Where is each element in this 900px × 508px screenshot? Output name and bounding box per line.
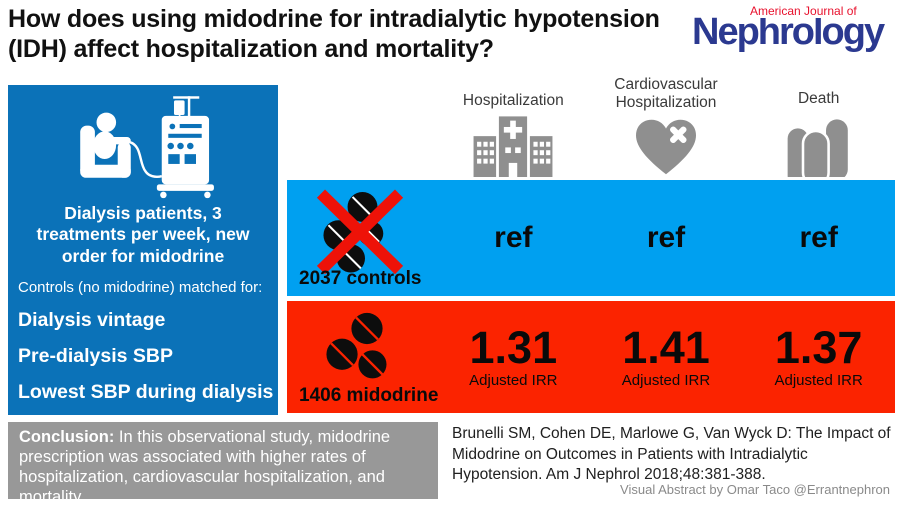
irr-caption: Adjusted IRR bbox=[621, 372, 711, 389]
nephrology-wordmark: Nephrology bbox=[692, 11, 885, 53]
credit: Visual Abstract by Omar Taco @Errantneph… bbox=[620, 482, 890, 497]
matching-factor-predialysis-sbp: Pre-dialysis SBP bbox=[18, 345, 173, 368]
irr-cell-death: 1.37 Adjusted IRR bbox=[742, 325, 895, 389]
heart-cross-icon bbox=[635, 119, 696, 175]
page-title: How does using midodrine for intradialyt… bbox=[8, 5, 660, 63]
outcome-header-row: Hospitalization Cardiovascular Hospitali… bbox=[287, 60, 895, 179]
irr-cell-hospitalization: 1.31 Adjusted IRR bbox=[437, 325, 590, 389]
matching-factor-lowest-sbp: Lowest SBP during dialysis bbox=[18, 381, 274, 404]
citation: Brunelli SM, Cohen DE, Marlowe G, Van Wy… bbox=[452, 425, 891, 484]
controls-count-label: 2037 controls bbox=[299, 268, 422, 289]
outcome-label: Death bbox=[797, 90, 840, 108]
journal-logo: American Journal of Nephrology bbox=[692, 4, 894, 58]
midodrine-group-cell: 1406 midodrine bbox=[287, 301, 439, 413]
midodrine-row: 1406 midodrine 1.31 Adjusted IRR 1.41 Ad… bbox=[287, 301, 895, 413]
outcome-header-death: Death bbox=[742, 60, 895, 179]
outcome-label: Hospitalization bbox=[462, 92, 564, 110]
population-description: Dialysis patients, 3 treatments per week… bbox=[36, 203, 250, 266]
population-panel: Dialysis patients, 3 treatments per week… bbox=[8, 85, 278, 439]
conclusion-label: Conclusion: bbox=[19, 428, 115, 446]
irr-caption: Adjusted IRR bbox=[469, 372, 558, 389]
irr-value: 1.37 bbox=[774, 322, 863, 373]
matching-factor-dialysis-vintage: Dialysis vintage bbox=[18, 309, 166, 332]
controls-group-cell: 2037 controls bbox=[287, 180, 437, 296]
matching-criteria-intro: Controls (no midodrine) matched for: bbox=[18, 279, 263, 297]
controls-row: 2037 controls ref ref ref bbox=[287, 180, 895, 296]
outcome-header-cv-hospitalization: Cardiovascular Hospitalization bbox=[590, 60, 743, 179]
journal-prefix-wordmark: American Journal of bbox=[748, 4, 859, 18]
outcome-label: Cardiovascular Hospitalization bbox=[614, 76, 718, 112]
tombstones-icon bbox=[787, 119, 848, 177]
irr-value: 1.31 bbox=[469, 322, 558, 373]
ref-value-death: ref bbox=[799, 221, 838, 254]
conclusion-panel: Conclusion: In this observational study,… bbox=[8, 422, 438, 506]
conclusion-text: In this observational study, midodrine p… bbox=[19, 428, 391, 507]
hospital-icon bbox=[473, 116, 553, 177]
midodrine-count-label: 1406 midodrine bbox=[299, 385, 439, 406]
irr-caption: Adjusted IRR bbox=[774, 372, 863, 389]
ref-value-cv-hospitalization: ref bbox=[646, 221, 686, 254]
outcome-header-hospitalization: Hospitalization bbox=[437, 60, 590, 179]
irr-cell-cv-hospitalization: 1.41 Adjusted IRR bbox=[590, 325, 743, 389]
dialysis-machine-icon bbox=[80, 96, 214, 199]
pills-icon bbox=[326, 312, 387, 379]
pills-crossed-out-icon bbox=[316, 189, 404, 275]
irr-value: 1.41 bbox=[622, 322, 710, 373]
ref-value-hospitalization: ref bbox=[494, 221, 533, 254]
